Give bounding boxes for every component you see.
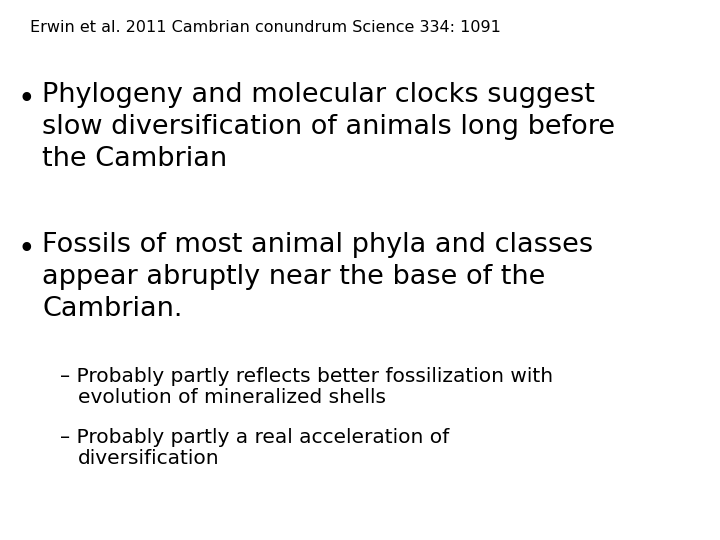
Text: •: • (18, 235, 35, 264)
Text: diversification: diversification (78, 449, 220, 468)
Text: Fossils of most animal phyla and classes
appear abruptly near the base of the
Ca: Fossils of most animal phyla and classes… (42, 232, 593, 322)
Text: – Probably partly reflects better fossilization with: – Probably partly reflects better fossil… (60, 367, 553, 386)
Text: Erwin et al. 2011 Cambrian conundrum Science 334: 1091: Erwin et al. 2011 Cambrian conundrum Sci… (30, 20, 501, 35)
Text: •: • (18, 85, 35, 114)
Text: evolution of mineralized shells: evolution of mineralized shells (78, 388, 386, 407)
Text: – Probably partly a real acceleration of: – Probably partly a real acceleration of (60, 428, 449, 447)
Text: Phylogeny and molecular clocks suggest
slow diversification of animals long befo: Phylogeny and molecular clocks suggest s… (42, 82, 615, 172)
